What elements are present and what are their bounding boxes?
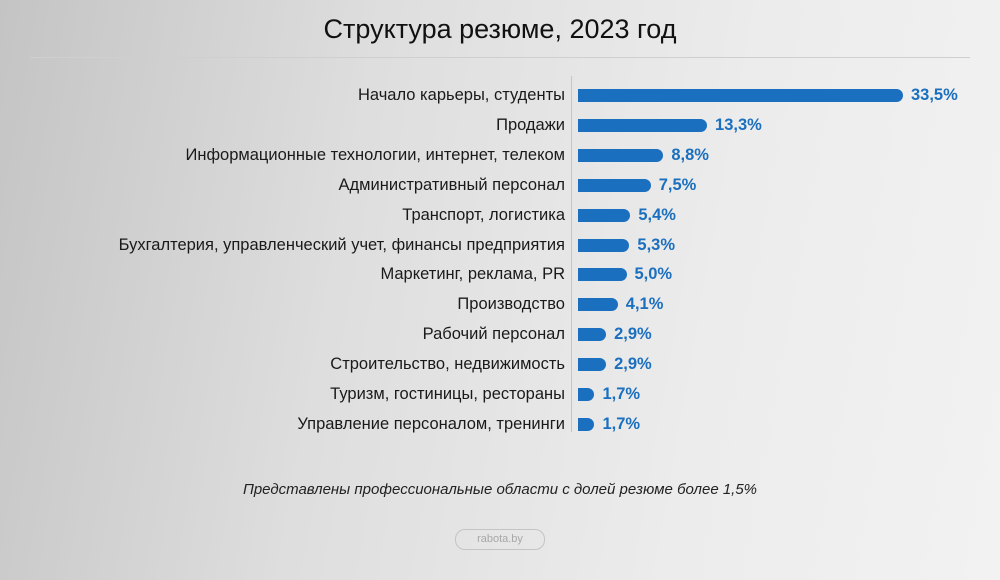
bar [578,178,651,192]
bar-row: Производство 4,1% [0,289,1000,319]
bar-row: Маркетинг, реклама, PR 5,0% [0,259,1000,289]
value-label: 2,9% [614,325,652,344]
category-label: Продажи [496,115,565,134]
source-badge[interactable]: rabota.by [455,529,545,550]
chart-title: Структура резюме, 2023 год [323,14,677,44]
bar [578,238,630,252]
bar [578,118,708,132]
bar [578,388,595,401]
bar-row: Административный персонал 7,5% [0,170,1000,200]
bar [578,89,903,102]
value-label: 33,5% [911,86,958,104]
value-label: 13,3% [715,115,762,134]
value-label: 7,5% [658,175,697,194]
footnote: Представлены профессиональные области с … [242,481,758,498]
bar [578,358,607,372]
category-label: Маркетинг, реклама, PR [380,265,565,284]
category-label: Туризм, гостиницы, рестораны [330,385,565,403]
bar-row: Бухгалтерия, управленческий учет, финанс… [0,230,1000,260]
value-label: 2,9% [614,355,652,374]
title-divider [30,57,970,58]
bar-row: Транспорт, логистика 5,4% [0,200,1000,230]
category-label: Управление персоналом, тренинги [297,414,565,433]
bar-row: Продажи 13,3% [0,110,1000,140]
value-label: 5,3% [637,235,676,254]
bar-row: Туризм, гостиницы, рестораны 1,7% [0,379,1000,409]
value-label: 1,7% [602,414,641,433]
bar-row: Информационные технологии, интернет, тел… [0,140,1000,170]
value-label: 5,4% [638,205,676,224]
bar-row: Рабочий персонал 2,9% [0,319,1000,349]
category-label: Бухгалтерия, управленческий учет, финанс… [118,235,565,254]
category-label: Административный персонал [338,175,565,194]
category-label: Строительство, недвижимость [330,355,565,374]
value-label: 1,7% [602,385,641,403]
value-label: 5,0% [634,265,673,284]
category-label: Производство [457,295,565,314]
y-axis-line [571,76,572,432]
category-label: Транспорт, логистика [402,205,565,224]
bar [578,298,618,312]
bar-row: Строительство, недвижимость 2,9% [0,349,1000,379]
value-label: 8,8% [671,145,709,164]
bar [578,328,607,342]
category-label: Рабочий персонал [422,325,565,344]
bar [578,417,595,431]
bar-row: Начало карьеры, студенты 33,5% [0,80,1000,110]
bar [578,208,631,222]
category-label: Начало карьеры, студенты [357,86,565,104]
bar-row: Управление персоналом, тренинги 1,7% [0,409,1000,439]
value-label: 4,1% [625,295,664,314]
category-label: Информационные технологии, интернет, тел… [185,145,566,164]
bar [578,148,664,162]
bar [578,268,627,282]
